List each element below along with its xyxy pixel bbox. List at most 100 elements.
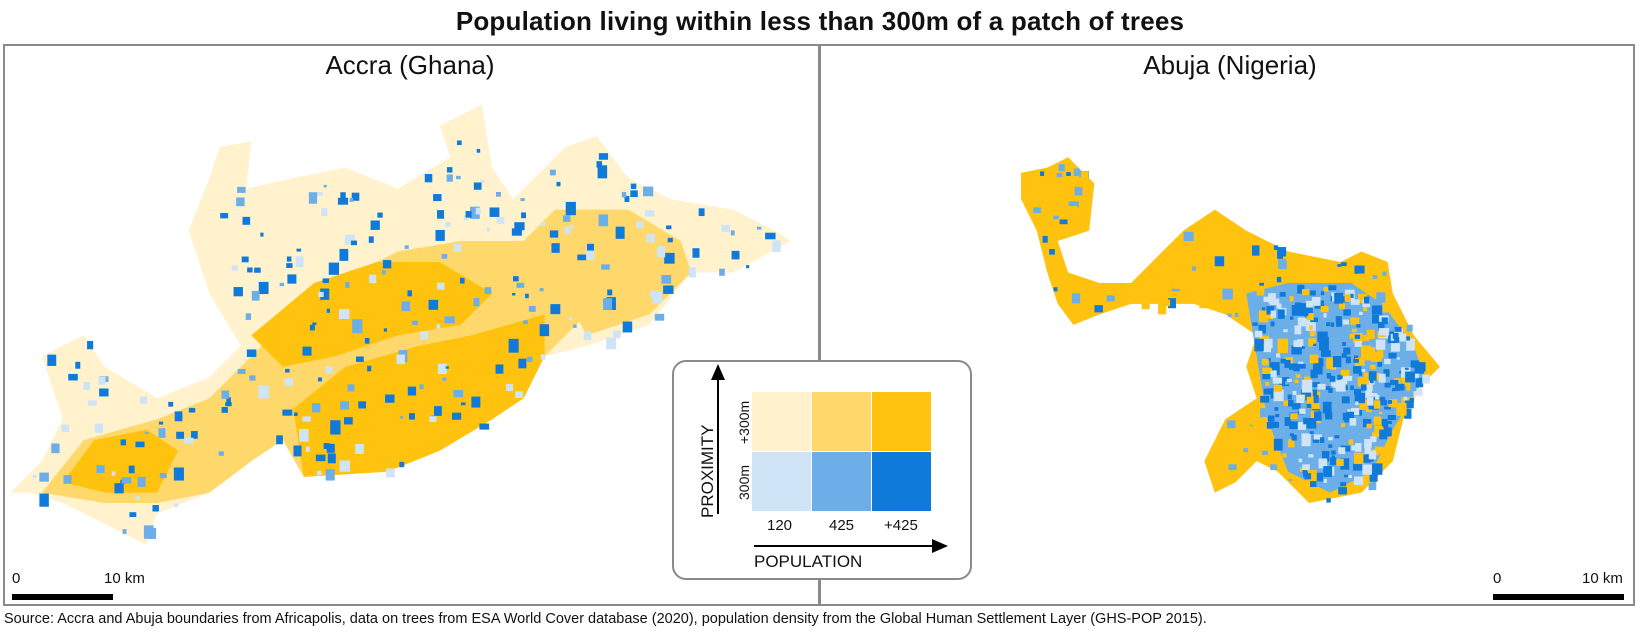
map-cell [1340,369,1350,380]
map-cell [479,423,490,430]
map-cell [1053,215,1059,220]
map-cell [1325,386,1331,390]
map-cell [1298,363,1306,369]
map-cell [463,215,469,221]
map-cell [1106,295,1115,302]
abuja-map [1021,157,1440,504]
map-cell [1340,458,1350,470]
map-cell [644,210,655,217]
map-cell [1388,399,1398,408]
map-cell [1344,294,1351,302]
map-cell [1277,309,1285,319]
map-cell [1256,289,1265,296]
map-cell [1358,293,1368,303]
map-cell [621,191,627,198]
map-cell [1263,310,1274,319]
map-cell [1353,463,1364,471]
map-cell [1306,313,1314,321]
map-cell [1368,481,1377,491]
map-cell [435,229,445,241]
map-cell [221,390,230,399]
map-cell [650,290,657,299]
map-cell [465,211,472,218]
map-cell [1357,377,1366,387]
map-cell [664,252,675,264]
map-cell [87,400,97,406]
map-cell [75,361,81,369]
map-cell [1379,429,1388,440]
map-cell [326,443,335,453]
map-title-abuja: Abuja (Nigeria) [1143,50,1317,80]
map-cell [654,313,665,321]
map-cell [226,397,231,404]
map-cell [772,240,781,252]
map-cell [61,424,70,433]
legend-col-label-high: +425 [884,517,918,534]
map-cell [1283,256,1291,266]
map-cell [583,331,592,341]
map-cell [1214,256,1225,267]
map-cell [1314,411,1322,421]
map-cell [1276,276,1282,283]
map-cell [1396,357,1400,360]
map-cell [486,227,490,232]
map-cell [1287,439,1295,448]
population-arrow-head [932,539,948,553]
map-cell [1273,245,1279,250]
map-cell [1368,396,1379,410]
map-cell [1344,416,1350,423]
map-cell [1323,466,1333,477]
map-cell [1285,381,1290,385]
map-cell [1392,387,1396,392]
legend-cell-far-mid [812,392,871,451]
map-cell [1334,435,1340,439]
map-cell [1301,289,1310,296]
map-cell [1361,369,1366,372]
map-cell [1297,421,1306,430]
map-cell [351,192,360,201]
map-cell [1382,421,1389,428]
map-cell [396,354,405,365]
map-cell [1348,475,1352,479]
map-cell [586,250,595,261]
map-cell [516,282,525,288]
map-cell [1284,284,1294,293]
map-cell [1278,259,1287,270]
map-cell [1265,382,1270,386]
map-cell [1074,186,1083,196]
map-cell [1301,433,1311,447]
map-cell [1372,465,1382,475]
map-cell [1309,431,1314,434]
map-cell [731,250,740,260]
map-cell [1112,287,1121,296]
map-cell [1141,301,1150,310]
map-cell [539,324,550,337]
map-cell [311,403,321,413]
map-cell [513,276,519,282]
map-cell [446,167,453,173]
map-cell [1080,171,1089,180]
map-cell [128,465,135,474]
map-cell [613,330,621,339]
map-cell [1366,478,1371,484]
map-cell [159,473,167,479]
map-cell [1300,308,1309,316]
map-cell [1396,402,1407,416]
scale-end-accra: 10 km [104,570,145,587]
map-cell [539,288,544,292]
map-cell [1294,302,1302,308]
map-cell [135,496,140,500]
map-cell [1336,458,1344,467]
map-cell [1299,467,1305,472]
map-cell [326,308,330,313]
map-cell [1254,446,1259,453]
map-cell [420,331,428,340]
map-cell [1309,331,1316,337]
map-cell [657,246,666,258]
map-cell [1288,399,1294,407]
map-cell [512,292,516,296]
map-cell [120,439,126,446]
map-cell [1378,373,1386,383]
map-cell [1362,418,1372,428]
map-cell [408,413,415,420]
